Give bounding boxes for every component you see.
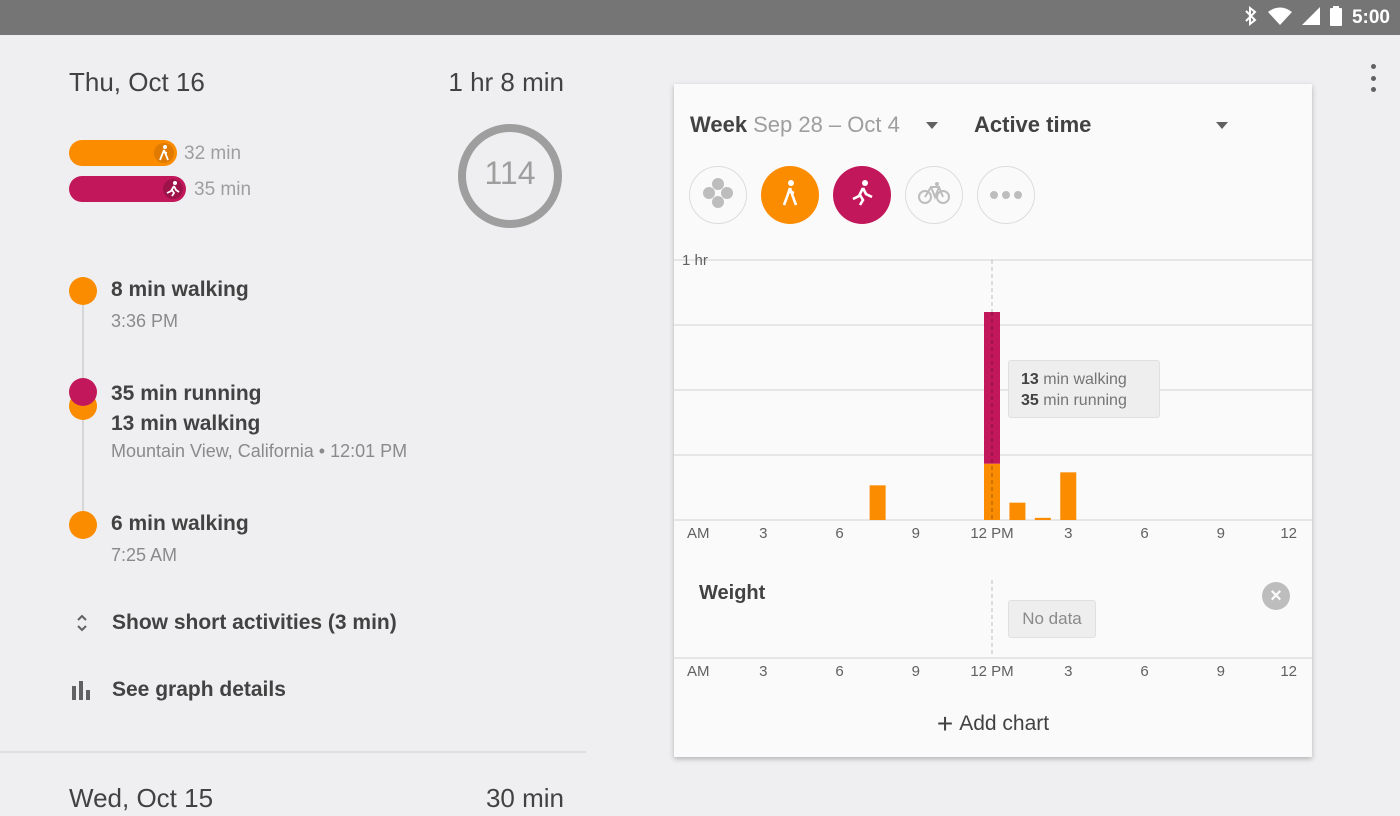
tooltip-running-text: min running (1038, 392, 1127, 409)
expand-icon (70, 611, 94, 635)
timeline-title[interactable]: 35 min running (111, 382, 262, 405)
show-short-activities-button[interactable]: Show short activities (3 min) (70, 611, 397, 635)
tooltip-walking-value: 13 (1021, 371, 1039, 388)
y-axis-label: 1 hr (682, 252, 708, 269)
bar-walking (1060, 472, 1077, 520)
battery-icon (1329, 5, 1342, 31)
filter-more[interactable] (977, 166, 1035, 224)
week-selector[interactable]: Week Sep 28 – Oct 4 (690, 112, 900, 138)
metric-dropdown-icon[interactable] (1216, 122, 1228, 129)
filter-biking[interactable] (905, 166, 963, 224)
active-time-chart: 1 hr AM 3 6 9 12 PM 3 6 9 12 AM 3 6 9 12 PM 3 6 9 12 (674, 252, 1312, 680)
day-title: Wed, Oct 15 (69, 783, 214, 813)
bar-walking (984, 463, 1000, 520)
timeline-title-secondary: 13 min walking (111, 412, 261, 435)
overflow-menu-icon[interactable] (1364, 64, 1382, 92)
running-icon (163, 179, 183, 199)
weight-x-tick-label: 12 PM (970, 663, 1013, 680)
wifi-icon (1267, 7, 1292, 30)
more-icon (989, 186, 1023, 204)
show-short-activities-label: Show short activities (3 min) (112, 611, 397, 634)
bar-chart-icon (70, 678, 94, 702)
weight-x-tick-label: 6 (1140, 663, 1148, 680)
bar-walking (1009, 502, 1026, 520)
filter-running[interactable] (833, 166, 891, 224)
timeline-title[interactable]: 8 min walking (111, 278, 249, 301)
walking-pill (69, 140, 177, 166)
x-tick-label: 12 PM (970, 525, 1013, 542)
timeline-title[interactable]: 6 min walking (111, 512, 249, 535)
timeline-time: 7:25 AM (111, 545, 178, 565)
bluetooth-icon (1244, 5, 1258, 31)
running-dot (69, 378, 97, 406)
week-range: Sep 28 – Oct 4 (753, 112, 900, 137)
weight-x-tick-label: 9 (1217, 663, 1225, 680)
day-divider (0, 751, 586, 753)
walking-dot (69, 511, 97, 539)
x-tick-label: 12 (1280, 525, 1297, 542)
running-icon (850, 179, 874, 212)
weight-no-data: No data (1008, 600, 1096, 638)
x-tick-label: 6 (1140, 525, 1148, 542)
week-label: Week (690, 112, 748, 137)
tooltip-running-value: 35 (1021, 392, 1039, 409)
daily-goal-ring (458, 124, 562, 228)
bar-walking (869, 485, 886, 520)
week-dropdown-icon[interactable] (926, 122, 938, 129)
close-icon: × (1270, 585, 1282, 607)
timeline-location-time: Mountain View, California • 12:01 PM (111, 441, 408, 461)
all-activities-icon (700, 175, 736, 216)
bar-walking (1034, 517, 1051, 520)
walking-icon (154, 143, 174, 163)
x-tick-label: 6 (835, 525, 843, 542)
running-pill (69, 176, 186, 202)
timeline-time: 3:36 PM (111, 311, 179, 331)
filter-all-activities[interactable] (689, 166, 747, 224)
filter-walking[interactable] (761, 166, 819, 224)
ring-value: 114 (484, 155, 536, 191)
metric-selector[interactable]: Active time (974, 112, 1092, 137)
chart-tooltip: 13 min walking 35 min running (1008, 360, 1160, 418)
day-total: 1 hr 8 min (448, 67, 564, 97)
weight-x-tick-label: 6 (835, 663, 843, 680)
see-graph-details-button[interactable]: See graph details (70, 678, 286, 702)
plus-icon: + (936, 708, 954, 739)
day-title: Thu, Oct 16 (69, 67, 205, 97)
weight-x-tick-label: 9 (912, 663, 920, 680)
signal-icon (1301, 6, 1320, 30)
weight-x-tick-label: 3 (759, 663, 767, 680)
add-chart-label: Add chart (959, 712, 1050, 735)
bar-running (984, 312, 1000, 464)
status-time: 5:00 (1351, 7, 1390, 28)
x-tick-label: AM (687, 525, 710, 542)
weight-x-tick-label: 12 (1280, 663, 1297, 680)
see-graph-details-label: See graph details (112, 678, 286, 701)
x-tick-label: 9 (912, 525, 920, 542)
day-total: 30 min (485, 783, 564, 813)
biking-icon (917, 181, 951, 210)
walking-pill-label: 32 min (184, 143, 242, 164)
add-chart-button[interactable]: + Add chart (674, 708, 1312, 740)
weight-x-tick-label: AM (687, 663, 710, 680)
status-bar: 5:00 (0, 0, 1400, 35)
weight-x-tick-label: 3 (1064, 663, 1072, 680)
running-pill-label: 35 min (194, 179, 252, 200)
history-card: Week Sep 28 – Oct 4 Active time 1 hr AM 3 6 9… (674, 84, 1312, 757)
walking-icon (779, 179, 801, 212)
tooltip-walking-text: min walking (1038, 371, 1127, 388)
x-tick-label: 3 (759, 525, 767, 542)
remove-weight-chart-button[interactable]: × (1262, 582, 1290, 610)
x-tick-label: 9 (1217, 525, 1225, 542)
weight-chart-title: Weight (699, 582, 766, 604)
x-tick-label: 3 (1064, 525, 1072, 542)
walking-dot (69, 277, 97, 305)
